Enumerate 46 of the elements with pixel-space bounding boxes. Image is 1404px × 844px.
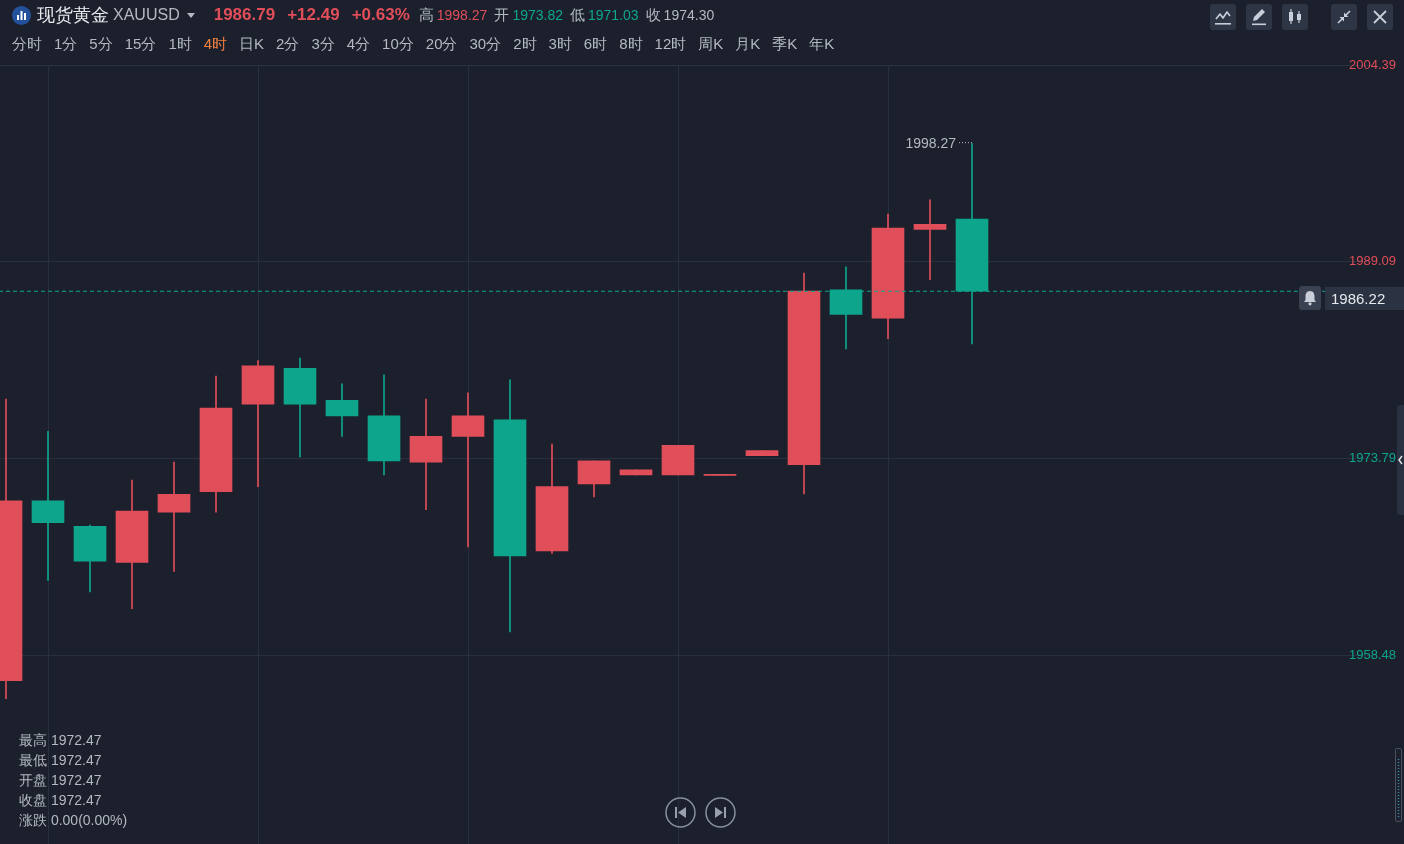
- text: 6时: [583, 35, 608, 54]
- text: 4时: [203, 35, 228, 54]
- candlestick: [31, 430, 65, 581]
- text: 日K: [239, 35, 265, 54]
- text: 3时: [548, 35, 572, 54]
- text: 月K: [735, 35, 761, 54]
- text: 开 1973.82: [494, 5, 563, 25]
- annotation: 涨跌 0.00(0.00%): [19, 811, 128, 830]
- text: 1分: [54, 35, 78, 54]
- text: 5分: [89, 35, 113, 54]
- text: 20分: [425, 35, 458, 54]
- text: 高 1998.27: [418, 5, 488, 25]
- candlestick: [409, 398, 443, 511]
- text: 周K: [698, 35, 724, 54]
- candlestick: [157, 461, 191, 572]
- text: 分时: [12, 35, 42, 54]
- text: 1时: [168, 35, 192, 54]
- text: 低 1971.03: [569, 5, 639, 25]
- text: 1986.79: [213, 5, 276, 25]
- y-tick-label: 1958.48: [1349, 646, 1396, 662]
- text: +12.49: [287, 5, 340, 25]
- text: 4分: [346, 35, 371, 54]
- text: 季K: [772, 35, 798, 54]
- text: 2分: [276, 35, 300, 54]
- text: +0.63%: [351, 5, 410, 25]
- y-tick-label: 1973.79: [1349, 450, 1396, 465]
- text: 年K: [809, 35, 835, 54]
- y-tick-label: 1989.09: [1349, 253, 1396, 269]
- y-tick-label: 2004.39: [1349, 56, 1396, 72]
- text: 15分: [124, 35, 157, 54]
- text: 收 1974.30: [645, 5, 715, 25]
- text: 2时: [513, 35, 537, 54]
- annotation: 收盘 1972.47: [19, 791, 103, 810]
- annotation: 最高 1972.47: [19, 731, 103, 750]
- text: 3分: [311, 35, 335, 54]
- text: 12时: [654, 35, 687, 54]
- text: 8时: [619, 35, 643, 54]
- annotation: 开盘 1972.47: [19, 771, 103, 790]
- candlestick: [913, 199, 947, 280]
- annotation: 1998.27: [905, 134, 957, 151]
- text: 10分: [382, 35, 414, 54]
- text: 30分: [469, 35, 502, 54]
- chart-title: 现货黄金 XAUUSD: [37, 4, 180, 27]
- candlestick: [451, 392, 485, 548]
- annotation: 最低 1972.47: [19, 751, 103, 770]
- annotation: 1986.22: [1325, 287, 1404, 310]
